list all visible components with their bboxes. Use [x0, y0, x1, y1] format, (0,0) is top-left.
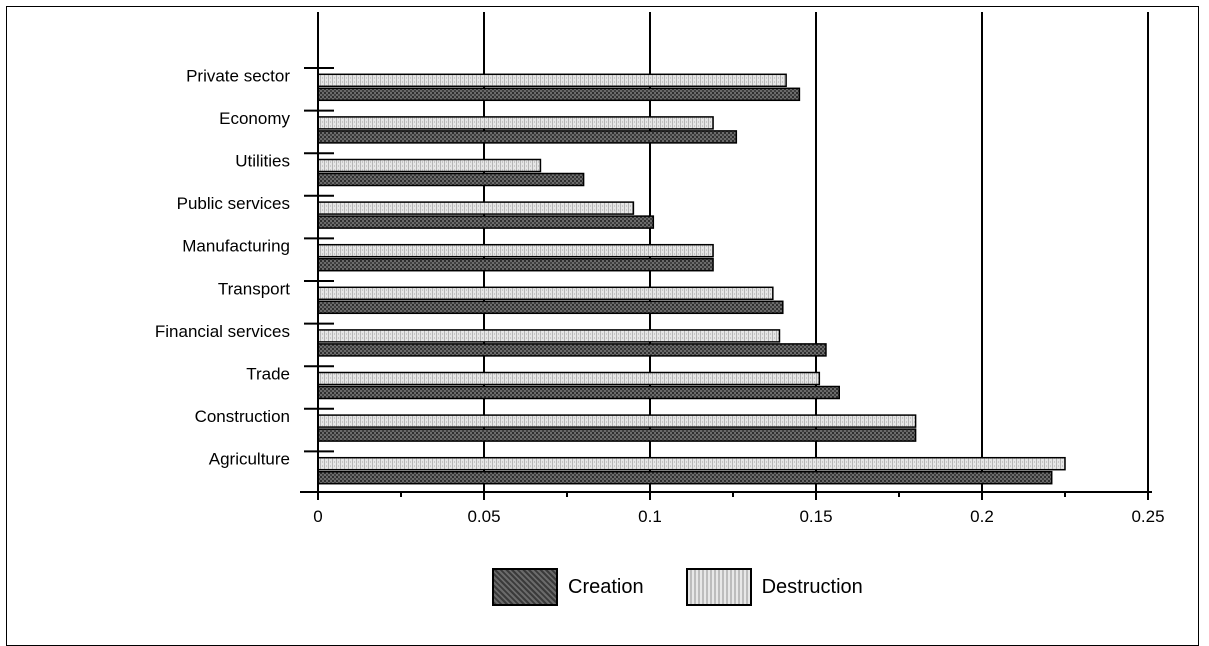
bar-creation-1	[317, 130, 738, 144]
y-category-label: Public services	[177, 194, 290, 213]
bar-destruction-4	[317, 243, 714, 258]
x-tick-label: 0.15	[799, 507, 832, 526]
x-tick-label: 0.25	[1131, 507, 1164, 526]
y-category-label: Agriculture	[209, 450, 290, 469]
bar-destruction-2	[317, 158, 542, 173]
bar-creation-3	[317, 215, 655, 229]
bar-destruction-1	[317, 116, 714, 130]
bar-creation-8	[317, 428, 917, 442]
bar-destruction-5	[317, 286, 774, 301]
bar-creation-6	[317, 343, 827, 357]
bar-destruction-0	[317, 73, 787, 88]
bar-destruction-8	[317, 414, 917, 428]
bar-destruction-9	[317, 456, 1066, 471]
legend-label-creation: Creation	[568, 575, 644, 598]
y-category-label: Private sector	[186, 66, 290, 85]
x-tick-label: 0.05	[467, 507, 500, 526]
bar-destruction-3	[317, 201, 635, 215]
y-category-label: Utilities	[235, 152, 290, 171]
legend: Creation Destruction	[492, 568, 905, 606]
y-category-label: Economy	[219, 109, 290, 128]
legend-item-destruction: Destruction	[685, 568, 863, 606]
x-tick-label: 0.1	[638, 507, 662, 526]
legend-swatch-creation	[492, 568, 558, 606]
x-tick-label: 0	[313, 507, 322, 526]
y-category-label: Trade	[246, 365, 290, 384]
y-category-label: Financial services	[155, 322, 290, 341]
bar-creation-5	[317, 300, 784, 315]
bar-creation-9	[317, 470, 1053, 485]
bar-creation-0	[317, 87, 801, 102]
bar-destruction-7	[317, 371, 821, 386]
legend-swatch-destruction	[685, 568, 752, 606]
bar-chart: 0 0.05 0.1 0.15 0.2 0.25 Private sector Economy…	[155, 12, 1165, 526]
bar-destruction-6	[317, 329, 781, 343]
y-category-label: Construction	[195, 407, 290, 426]
legend-label-destruction: Destruction	[761, 575, 863, 598]
bar-creation-7	[317, 385, 840, 400]
bar-creation-2	[317, 172, 585, 187]
y-category-label: Manufacturing	[182, 237, 290, 256]
x-tick-label: 0.2	[970, 507, 994, 526]
legend-item-creation: Creation	[492, 568, 644, 606]
bar-creation-4	[317, 257, 714, 272]
y-category-label: Transport	[218, 279, 290, 298]
